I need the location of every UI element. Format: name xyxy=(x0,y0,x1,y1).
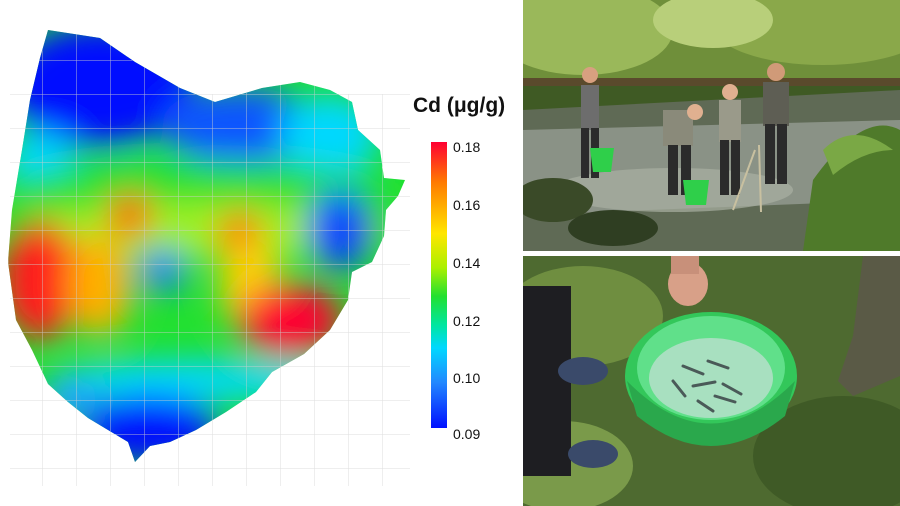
fish-bucket-photo xyxy=(523,256,900,506)
tick-label-3: 0.12 xyxy=(453,313,481,329)
tick-label-0: 0.18 xyxy=(453,139,481,155)
legend-title: Cd (μg/g) xyxy=(413,94,506,117)
colorbar xyxy=(431,142,447,428)
tick-label-4: 0.10 xyxy=(453,370,481,386)
tick-label-2: 0.14 xyxy=(453,255,481,271)
tick-label-1: 0.16 xyxy=(453,197,481,213)
colorbar-legend: Cd (μg/g) 0.18 0.16 0.14 0.12 0.10 0.09 xyxy=(405,92,520,452)
tick-label-5: 0.09 xyxy=(453,426,481,442)
cadmium-heatmap-panel xyxy=(0,0,412,506)
heatmap-surface xyxy=(8,30,405,462)
stream-survey-photo xyxy=(523,0,900,251)
cadmium-heatmap xyxy=(8,30,410,486)
